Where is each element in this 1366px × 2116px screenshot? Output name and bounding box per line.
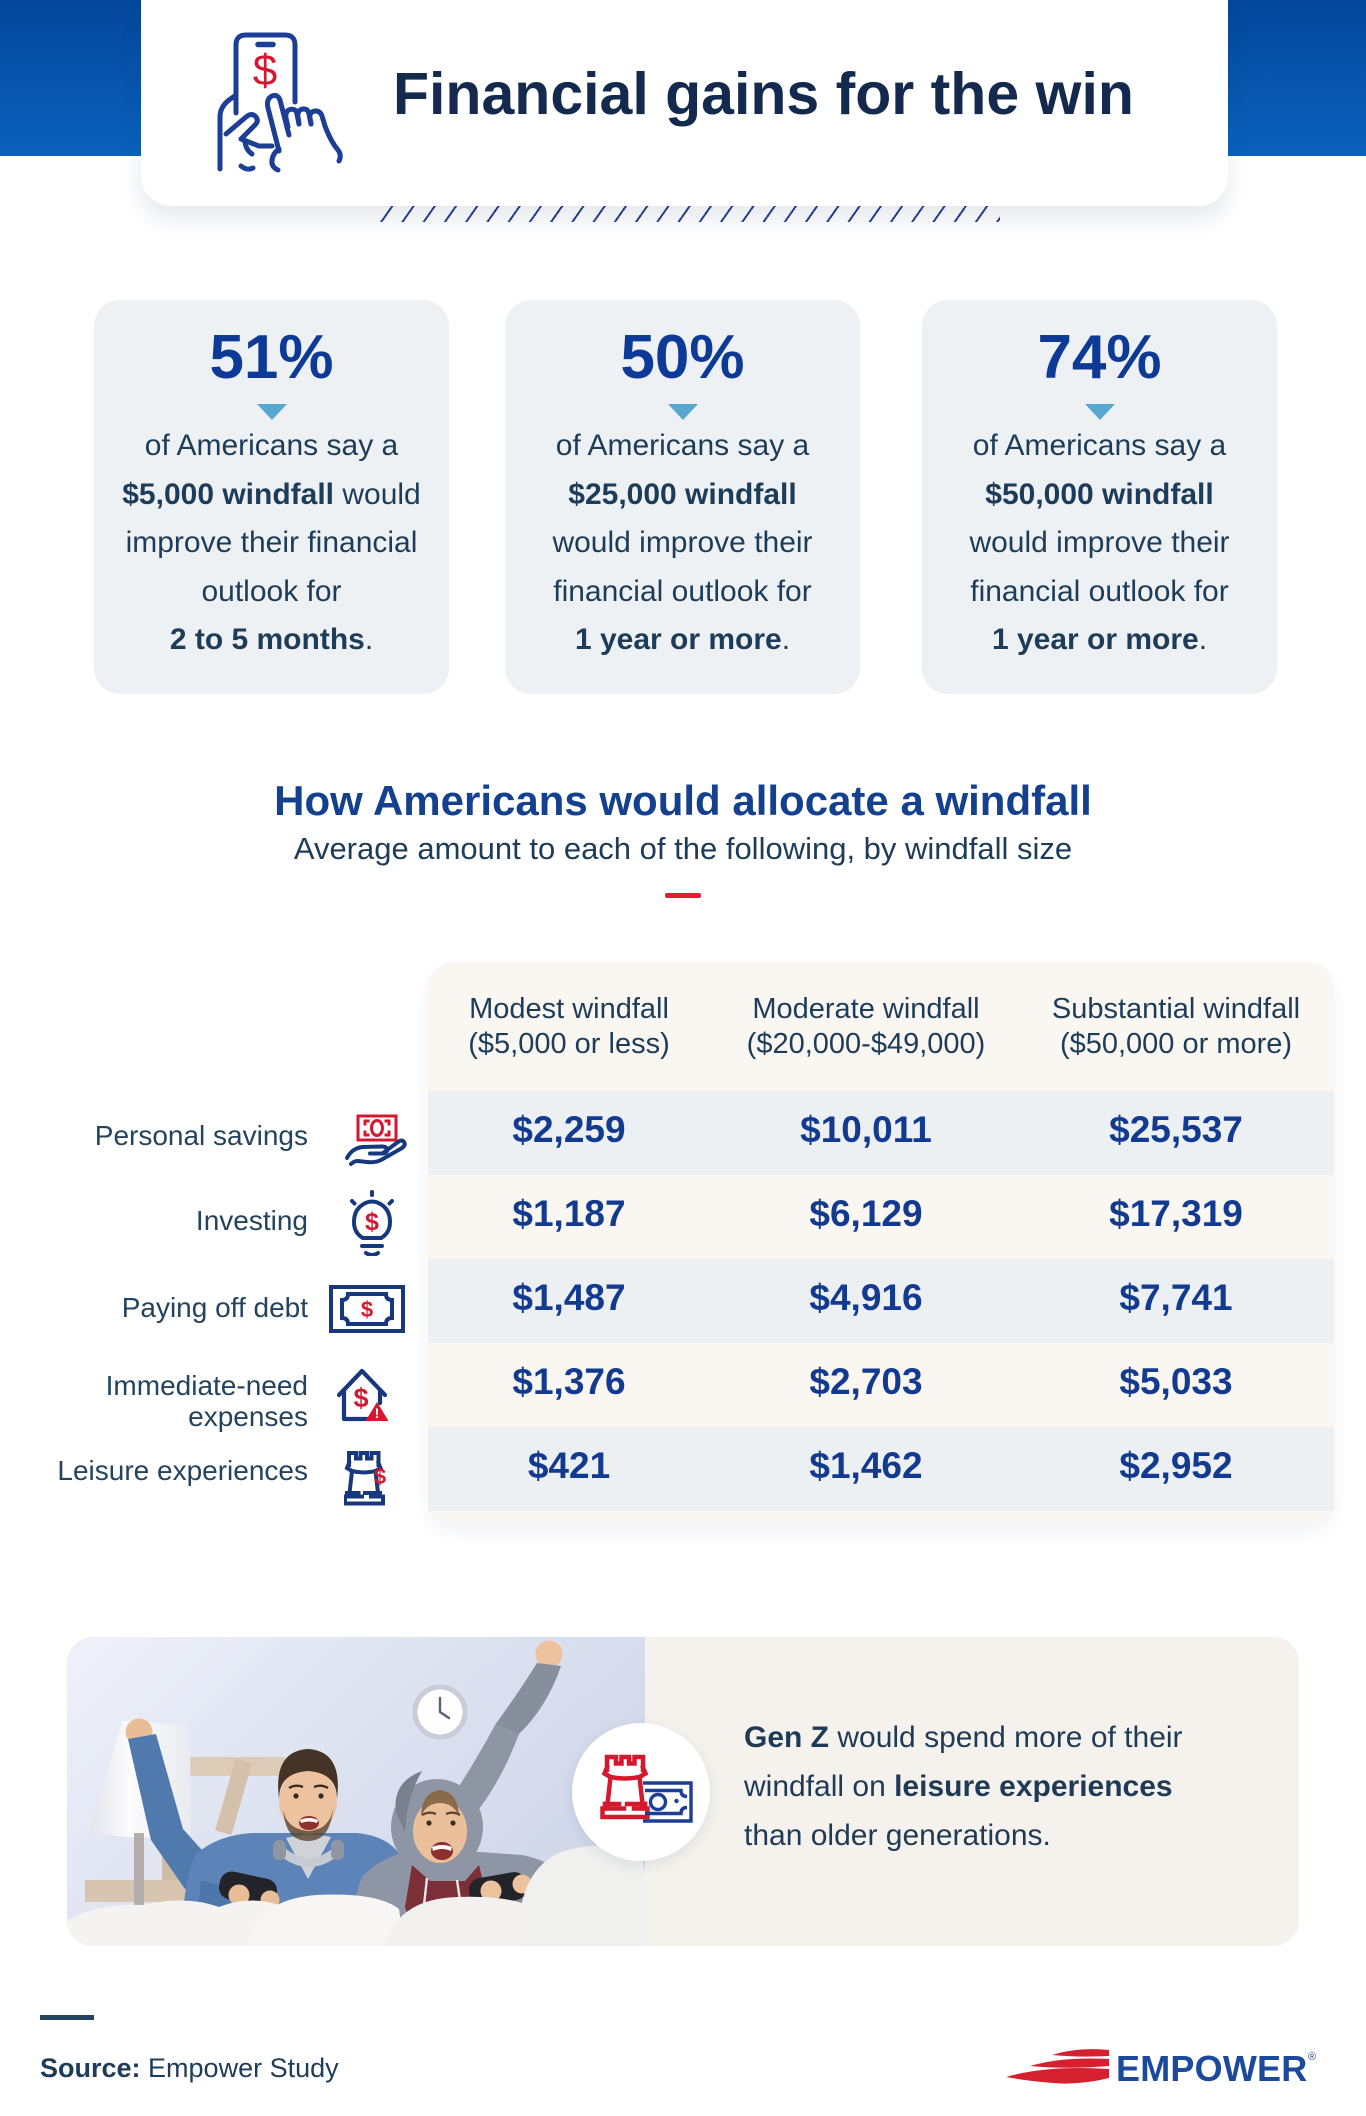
svg-text:!: ! [375,1405,380,1421]
svg-text:$: $ [374,1464,386,1489]
svg-text:$: $ [253,46,277,95]
svg-text:$: $ [353,1383,368,1413]
svg-text:®: ® [1308,2051,1316,2063]
svg-text:EMPOWER: EMPOWER [1116,2048,1307,2089]
svg-text:$: $ [365,1208,379,1236]
svg-text:$: $ [361,1297,373,1322]
